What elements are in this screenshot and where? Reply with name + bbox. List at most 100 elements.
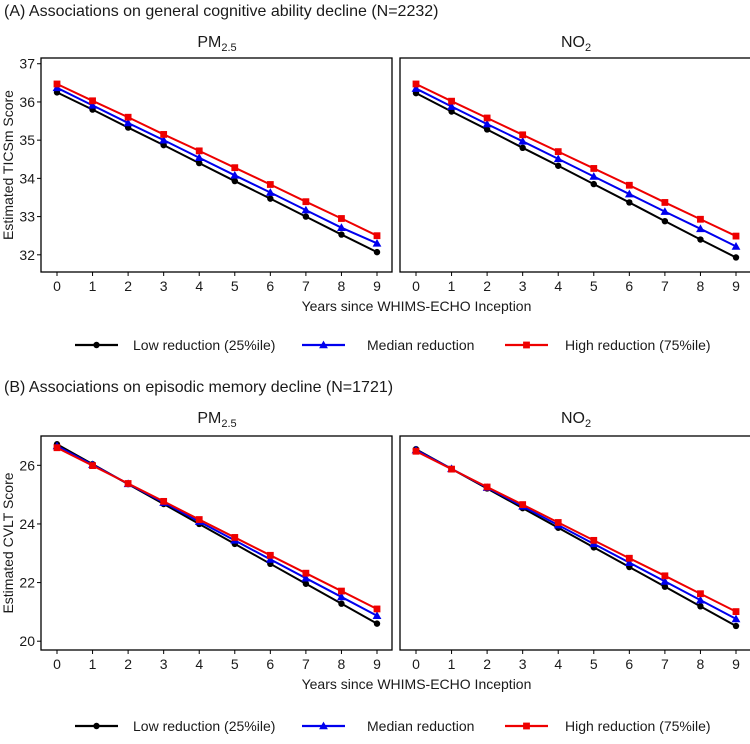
x-tick-label: 9 xyxy=(373,278,381,294)
x-tick-label: 1 xyxy=(89,278,97,294)
series-line-high xyxy=(56,446,378,610)
data-point-low xyxy=(302,580,310,587)
legend-marker-median xyxy=(319,340,328,349)
y-tick-label: 26 xyxy=(19,457,35,473)
data-point-high xyxy=(338,215,345,222)
data-point-median xyxy=(447,102,456,110)
data-point-low xyxy=(373,248,381,256)
data-point-low xyxy=(338,231,345,238)
data-point-high xyxy=(554,519,562,526)
x-tick-label: 1 xyxy=(89,656,97,672)
x-tick-label: 7 xyxy=(661,656,669,672)
data-point-median xyxy=(337,223,346,231)
data-point-high xyxy=(338,587,345,595)
data-point-high xyxy=(697,590,704,598)
data-point-high xyxy=(124,480,132,487)
data-point-low xyxy=(338,600,345,607)
series-high xyxy=(53,80,381,240)
legend-label-median: Median reduction xyxy=(367,718,474,734)
series-median xyxy=(411,445,741,623)
data-point-low xyxy=(661,217,669,225)
x-tick-label: 0 xyxy=(412,278,420,294)
data-point-high xyxy=(483,114,491,122)
legend-marker-low xyxy=(93,722,100,730)
data-point-low xyxy=(697,603,704,610)
data-point-median xyxy=(88,100,97,109)
data-point-high xyxy=(519,501,527,508)
x-tick-label: 8 xyxy=(697,656,705,672)
data-point-high xyxy=(732,608,740,615)
data-point-high xyxy=(266,551,274,559)
panel-title: PM2.5 xyxy=(197,34,236,54)
data-point-median xyxy=(518,136,528,145)
x-tick-label: 3 xyxy=(160,656,168,672)
x-tick-label: 4 xyxy=(554,278,562,294)
data-point-high xyxy=(53,444,61,452)
data-point-median xyxy=(301,573,311,582)
panel-title: PM2.5 xyxy=(197,410,236,430)
series-high xyxy=(412,80,740,240)
data-point-low xyxy=(196,159,203,167)
x-tick-label: 2 xyxy=(124,278,132,294)
panel-frame xyxy=(399,435,750,651)
panel-pm25: PM2.5 0 1 2 3 4 5 6 7 8 9 xyxy=(40,34,393,294)
panel-title-subscript: 2 xyxy=(585,42,591,54)
x-tick-label: 9 xyxy=(373,656,381,672)
x-tick-label: 8 xyxy=(338,278,346,294)
x-tick-label: 8 xyxy=(338,656,346,672)
data-point-median xyxy=(660,207,670,215)
y-tick-label: 34 xyxy=(19,170,35,186)
x-tick-label: 5 xyxy=(590,278,598,294)
data-point-low xyxy=(448,108,455,115)
data-point-median xyxy=(159,135,169,144)
section-title: (A) Associations on general cognitive ab… xyxy=(4,3,438,20)
panel-title-subscript: 2.5 xyxy=(221,42,236,54)
x-axis-label: Years since WHIMS-ECHO Inception xyxy=(302,298,532,314)
series-line-median xyxy=(56,86,378,245)
data-point-high xyxy=(625,554,633,562)
data-point-median xyxy=(696,224,705,233)
data-point-median xyxy=(589,172,599,180)
data-point-high xyxy=(373,232,381,240)
y-axis-label: Estimated CVLT Score xyxy=(0,472,16,613)
series-line-low xyxy=(56,91,378,254)
section-a: (A) Associations on general cognitive ab… xyxy=(0,3,750,353)
x-tick-label: 4 xyxy=(554,656,562,672)
x-tick-label: 9 xyxy=(732,656,740,672)
panel-title-base: PM xyxy=(197,410,221,427)
data-point-low xyxy=(697,236,704,243)
data-point-low xyxy=(555,162,562,169)
data-point-high xyxy=(160,497,168,505)
data-point-high xyxy=(448,465,455,473)
data-point-low xyxy=(626,199,633,206)
legend-marker-high xyxy=(523,722,530,730)
series-low xyxy=(53,441,381,627)
x-tick-label: 3 xyxy=(160,278,168,294)
x-tick-label: 7 xyxy=(302,278,310,294)
y-axis-label: Estimated TICSm Score xyxy=(0,90,16,240)
data-point-median xyxy=(265,555,275,563)
panel-title-base: PM xyxy=(197,34,221,51)
legend: Low reduction (25%ile) Median reduction Hi… xyxy=(75,718,711,734)
data-point-median xyxy=(624,558,634,566)
panel-frame xyxy=(399,57,750,273)
data-point-high xyxy=(448,97,455,105)
x-tick-label: 6 xyxy=(625,656,633,672)
data-point-median xyxy=(194,153,204,162)
x-tick-label: 8 xyxy=(697,278,705,294)
data-point-high xyxy=(53,80,61,88)
legend-label-high: High reduction (75%ile) xyxy=(565,718,711,734)
data-point-median xyxy=(731,614,741,623)
panel-title: NO2 xyxy=(561,34,591,54)
data-point-median xyxy=(265,188,275,196)
x-tick-label: 9 xyxy=(732,278,740,294)
x-tick-label: 5 xyxy=(590,656,598,672)
data-point-low xyxy=(483,126,491,133)
panel-title-base: NO xyxy=(561,34,585,51)
data-point-high xyxy=(519,131,527,139)
data-point-median xyxy=(411,84,421,92)
data-point-high xyxy=(732,232,740,240)
data-point-high xyxy=(266,181,274,188)
series-line-high xyxy=(415,450,737,613)
